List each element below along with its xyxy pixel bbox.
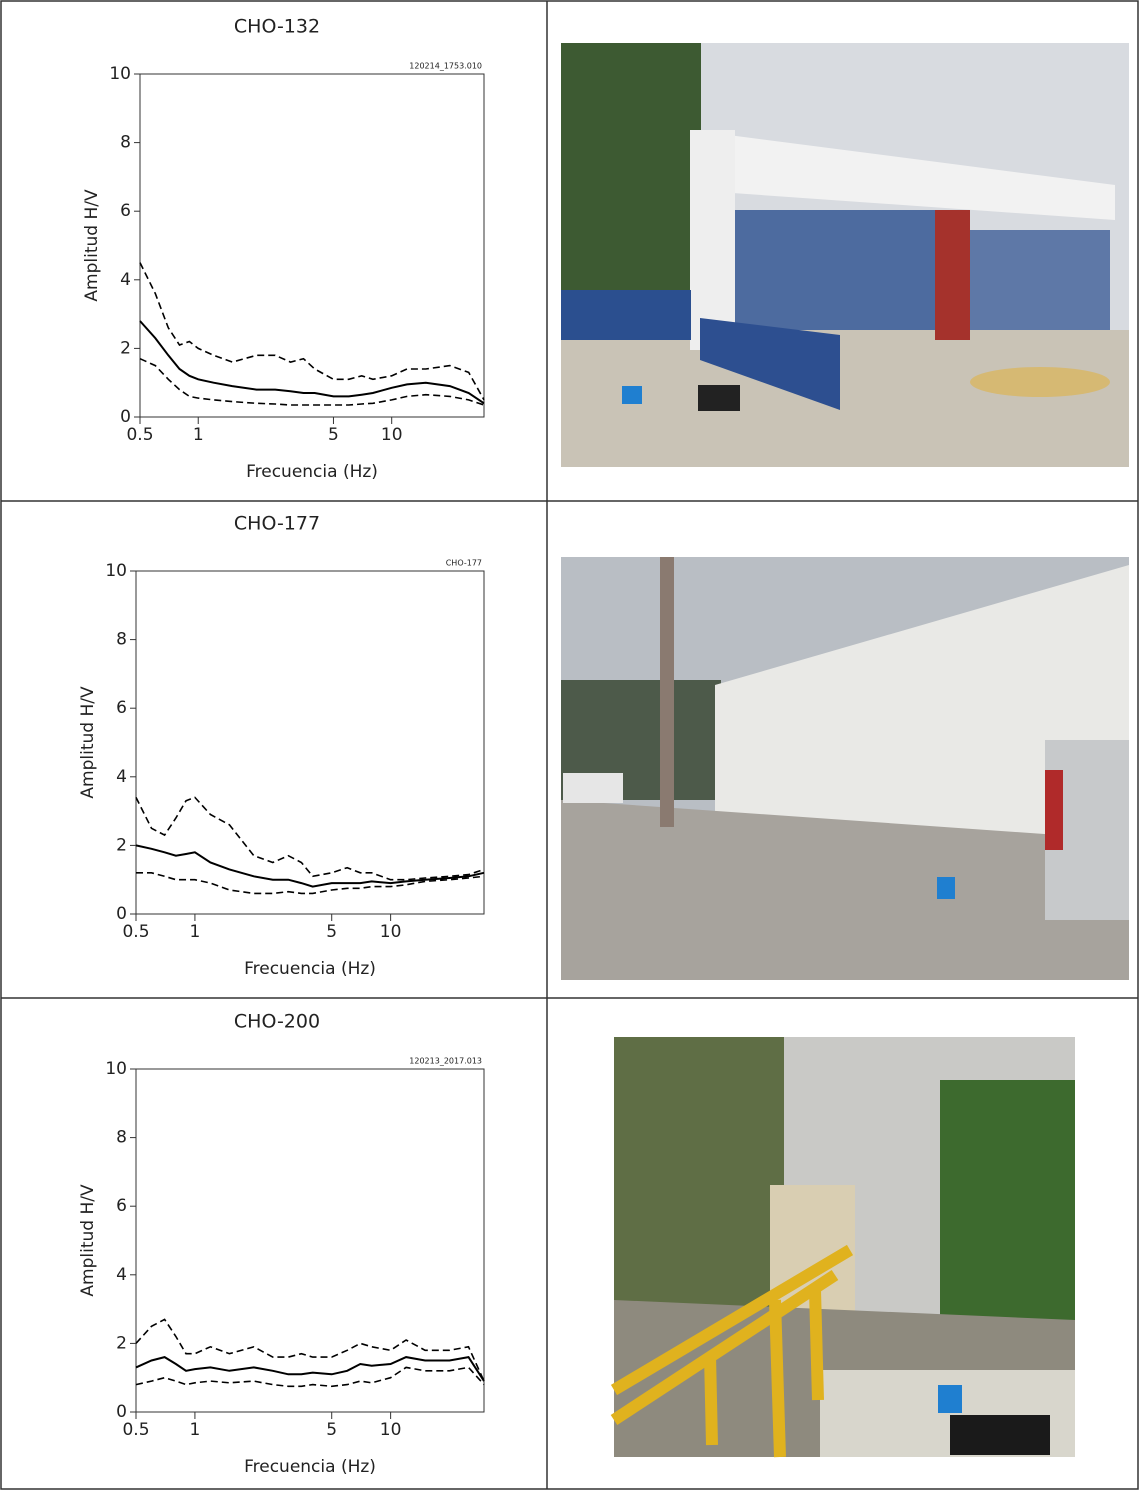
annotation: 120214_1753.010 xyxy=(409,62,482,71)
plot-area xyxy=(139,73,485,418)
photo xyxy=(610,1037,1075,1458)
line-series xyxy=(135,796,485,881)
x-axis-label: Frecuencia (Hz) xyxy=(244,1457,376,1477)
y-tick-label: 10 xyxy=(109,64,131,84)
y-tick-label: 8 xyxy=(116,1128,127,1148)
line-series xyxy=(139,262,485,401)
x-tick-label: 1 xyxy=(190,1420,201,1440)
x-tick-label: 5 xyxy=(326,922,337,942)
photo xyxy=(561,43,1129,467)
y-tick-label: 10 xyxy=(105,1059,127,1079)
x-tick-label: 0.5 xyxy=(122,922,149,942)
photo xyxy=(561,557,1129,980)
line-series xyxy=(135,1318,485,1382)
line-series xyxy=(139,357,485,406)
x-tick-label: 0.5 xyxy=(126,425,153,445)
y-tick-label: 6 xyxy=(116,1196,127,1216)
line-series xyxy=(139,320,485,405)
x-axis-label: Frecuencia (Hz) xyxy=(246,462,378,482)
y-axis-label: Amplitud H/V xyxy=(78,1184,98,1297)
y-tick-label: 4 xyxy=(120,270,131,290)
y-tick-label: 0 xyxy=(116,904,127,924)
x-tick-label: 5 xyxy=(328,425,339,445)
y-tick-label: 0 xyxy=(116,1402,127,1422)
y-tick-label: 4 xyxy=(116,767,127,787)
chart-title: CHO-132 xyxy=(234,16,320,38)
chart-title: CHO-177 xyxy=(234,513,320,535)
line-series xyxy=(135,844,485,888)
x-tick-label: 1 xyxy=(193,425,204,445)
annotation: CHO-177 xyxy=(446,559,482,568)
y-tick-label: 8 xyxy=(116,630,127,650)
y-tick-label: 10 xyxy=(105,561,127,581)
x-tick-label: 10 xyxy=(381,425,403,445)
plot-area xyxy=(135,1068,485,1413)
x-tick-label: 5 xyxy=(326,1420,337,1440)
chart-title: CHO-200 xyxy=(234,1011,320,1033)
line-series xyxy=(135,1355,485,1382)
annotation: 120213_2017.013 xyxy=(409,1057,482,1066)
x-tick-label: 10 xyxy=(380,1420,402,1440)
x-tick-label: 0.5 xyxy=(122,1420,149,1440)
y-axis-label: Amplitud H/V xyxy=(78,686,98,799)
y-axis-label: Amplitud H/V xyxy=(82,189,102,302)
y-tick-label: 2 xyxy=(120,338,131,358)
plot-area xyxy=(135,570,485,915)
x-tick-label: 10 xyxy=(380,922,402,942)
x-tick-label: 1 xyxy=(190,922,201,942)
y-tick-label: 6 xyxy=(120,201,131,221)
y-tick-label: 4 xyxy=(116,1265,127,1285)
x-axis-label: Frecuencia (Hz) xyxy=(244,959,376,979)
line-series xyxy=(135,1366,485,1388)
line-series xyxy=(136,872,485,895)
y-tick-label: 2 xyxy=(116,835,127,855)
y-tick-label: 6 xyxy=(116,698,127,718)
y-tick-label: 8 xyxy=(120,133,131,153)
y-tick-label: 2 xyxy=(116,1333,127,1353)
y-tick-label: 0 xyxy=(120,407,131,427)
